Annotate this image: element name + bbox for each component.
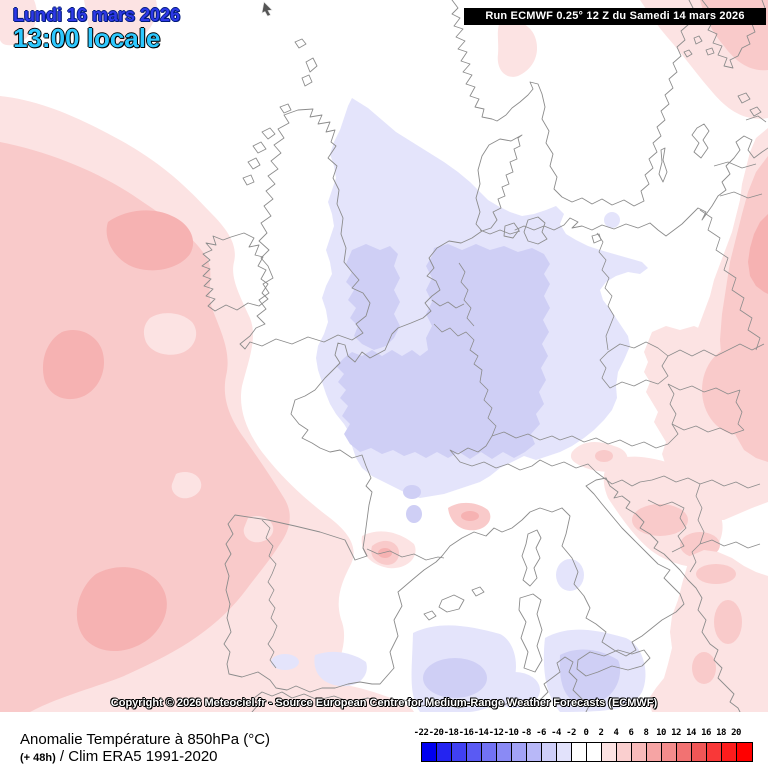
coast-italy — [561, 477, 685, 657]
copyright-line: Copyright © 2026 Meteociel.fr - Source E… — [110, 697, 658, 709]
colorbar-tick-labels: -22 -20 -18 -16 -14 -12 -10 -8 -6 -4 -2 0 2 4 6 8 10 12 14… — [414, 728, 753, 740]
colorbar-cell — [692, 743, 707, 761]
colorbar-cell — [437, 743, 452, 761]
colorbar-cells — [421, 742, 753, 762]
colorbar-tick: -16 — [458, 728, 474, 738]
colorbar-tick: 16 — [701, 728, 711, 738]
colorbar-cell — [602, 743, 617, 761]
colorbar-tick: -6 — [536, 728, 546, 738]
colorbar-tick: 18 — [716, 728, 726, 738]
coastlines — [201, 0, 768, 713]
colorbar-cell — [527, 743, 542, 761]
colorbar-tick: -4 — [551, 728, 561, 738]
coast-balkans — [605, 477, 741, 713]
map-title: Anomalie Température à 850hPa (°C) — [20, 731, 271, 748]
colorbar-cell — [467, 743, 482, 761]
colorbar-cell — [497, 743, 512, 761]
colorbar-tick: -8 — [521, 728, 531, 738]
coast-west-europe — [223, 230, 563, 693]
colorbar-tick: 20 — [731, 728, 741, 738]
colorbar-tick: 6 — [628, 728, 634, 738]
mouse-cursor — [261, 1, 273, 17]
coast-sicily — [576, 649, 651, 677]
colorbar-tick: -22 — [413, 728, 429, 738]
colorbar-tick: 4 — [613, 728, 619, 738]
colorbar-cell — [677, 743, 692, 761]
colorbar-tick: -12 — [488, 728, 504, 738]
country-borders — [261, 115, 767, 669]
colorbar-tick: 0 — [583, 728, 589, 738]
colorbar-cell — [707, 743, 722, 761]
coast-scandinavia — [451, 0, 694, 207]
colorbar-cell — [452, 743, 467, 761]
valid-hour-label: 13:00 locale — [13, 22, 161, 53]
climatology-label: / Clim ERA5 1991-2020 — [55, 748, 218, 765]
colorbar-tick: -2 — [566, 728, 576, 738]
colorbar-cell — [617, 743, 632, 761]
lead-time-label: (+ 48h) — [20, 752, 56, 764]
coast-north-africa — [251, 656, 590, 713]
europe-anomaly-map — [0, 0, 768, 713]
colorbar-cell — [557, 743, 572, 761]
colorbar-tick: -20 — [428, 728, 444, 738]
model-run-banner: Run ECMWF 0.25° 12 Z du Samedi 14 mars 2… — [464, 8, 766, 25]
colorbar-tick: -10 — [503, 728, 519, 738]
colorbar-cell — [632, 743, 647, 761]
colorbar-tick: 8 — [643, 728, 649, 738]
colorbar-cell — [662, 743, 677, 761]
colorbar-cell — [422, 743, 437, 761]
colorbar-cell — [737, 743, 752, 761]
coast-baltic — [514, 135, 768, 237]
colorbar-tick: 2 — [598, 728, 604, 738]
colorbar-tick: -14 — [473, 728, 489, 738]
coast-ireland — [201, 232, 269, 312]
colorbar-cell — [542, 743, 557, 761]
coast-denmark — [475, 134, 523, 232]
colorbar-cell — [572, 743, 587, 761]
colorbar-cell — [587, 743, 602, 761]
coast-great-britain — [239, 108, 371, 350]
colorbar-tick: -18 — [443, 728, 459, 738]
map-area: Lundi 16 mars 2026 13:00 locale Run ECMW… — [0, 0, 768, 713]
valid-time-block: Lundi 16 mars 2026 13:00 locale — [13, 6, 180, 52]
colorbar-cell — [482, 743, 497, 761]
colorbar-tick: 10 — [656, 728, 666, 738]
anomaly-negative-regions — [271, 98, 648, 712]
temperature-colorbar: -22 -20 -18 -16 -14 -12 -10 -8 -6 -4 -2 0 2 4 6 8 10 12 14… — [414, 728, 753, 764]
map-subtitle: (+ 48h) / Clim ERA5 1991-2020 — [20, 748, 218, 765]
colorbar-cell — [512, 743, 527, 761]
footer-strip: Anomalie Température à 850hPa (°C) (+ 48… — [0, 712, 768, 768]
colorbar-cell — [722, 743, 737, 761]
colorbar-cell — [647, 743, 662, 761]
colorbar-tick: 14 — [686, 728, 696, 738]
colorbar-tick: 12 — [671, 728, 681, 738]
valid-date-label: Lundi 16 mars 2026 — [13, 5, 181, 25]
